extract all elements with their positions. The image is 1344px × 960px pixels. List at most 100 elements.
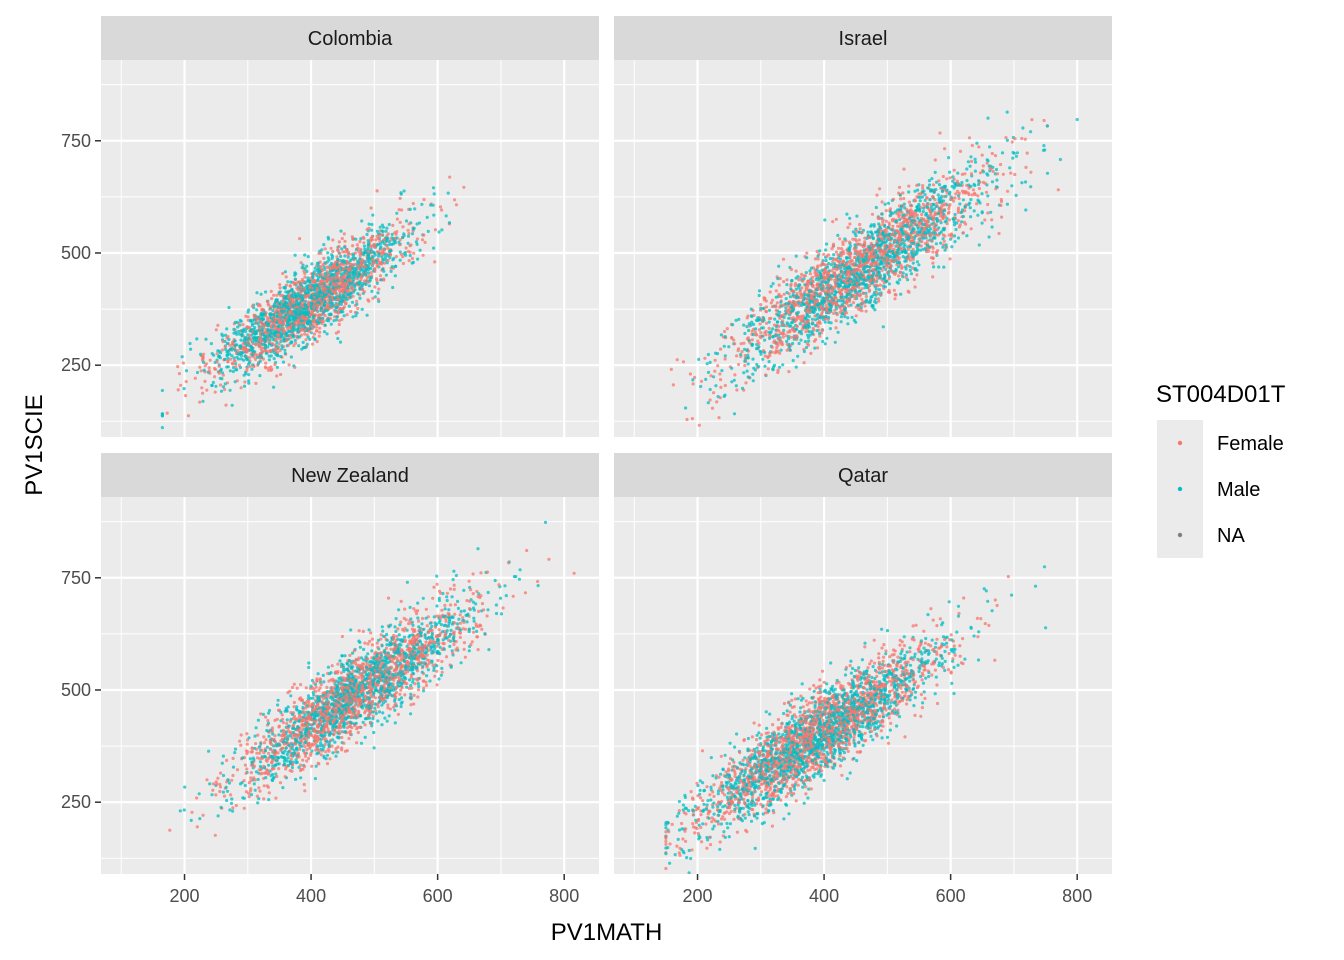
point-male: [341, 259, 345, 263]
point-male: [293, 277, 297, 281]
point-male: [968, 206, 972, 210]
point-female: [241, 342, 245, 346]
facet-strip-label: Colombia: [308, 28, 393, 50]
point-female: [737, 362, 741, 367]
point-female: [671, 383, 676, 387]
point-male: [944, 194, 948, 198]
point-male: [639, 445, 642, 448]
point-male: [325, 285, 329, 289]
point-female: [312, 304, 316, 308]
point-female: [742, 341, 746, 345]
point-female: [844, 300, 848, 304]
point-male: [952, 234, 957, 238]
point-male: [932, 207, 937, 211]
point-male: [742, 347, 747, 351]
point-male: [283, 351, 287, 355]
point-female: [200, 386, 204, 390]
point-female: [201, 391, 205, 395]
point-female: [948, 176, 952, 180]
point-female: [356, 264, 360, 268]
point-female: [410, 256, 414, 260]
point-female: [834, 326, 838, 330]
point-female: [813, 257, 818, 261]
point-female: [805, 297, 809, 301]
point-female: [421, 253, 425, 257]
point-female: [735, 354, 739, 358]
point-male: [899, 292, 903, 296]
point-male: [936, 193, 940, 197]
point-male: [297, 344, 301, 348]
point-female: [782, 292, 786, 296]
point-male: [829, 274, 834, 278]
point-male: [292, 318, 296, 322]
point-female: [321, 263, 325, 267]
point-female: [335, 303, 339, 307]
point-male: [908, 265, 912, 269]
point-female: [764, 305, 769, 309]
point-female: [337, 319, 342, 323]
point-male: [264, 335, 268, 339]
point-male: [737, 317, 741, 321]
point-female: [245, 325, 249, 329]
facet-strip-label: Israel: [839, 28, 888, 50]
point-male: [271, 308, 275, 313]
point-male: [230, 354, 234, 358]
point-female: [753, 330, 757, 334]
point-female: [800, 327, 805, 331]
point-male: [860, 281, 864, 285]
point-male: [922, 236, 926, 240]
point-male: [784, 306, 788, 310]
point-male: [429, 203, 433, 207]
point-male: [927, 216, 931, 220]
point-female: [340, 278, 344, 283]
point-male: [332, 286, 336, 290]
point-female: [810, 275, 815, 279]
point-male: [288, 289, 292, 293]
point-female: [832, 311, 836, 315]
point-male: [750, 314, 754, 318]
point-female: [853, 237, 857, 241]
point-male: [357, 261, 361, 266]
point-female: [840, 293, 844, 297]
point-male: [803, 317, 807, 321]
point-female: [398, 196, 402, 200]
point-female: [422, 233, 426, 237]
point-male: [864, 278, 868, 282]
point-female: [406, 249, 411, 254]
point-male: [386, 236, 390, 240]
point-male: [253, 318, 257, 322]
point-male: [275, 340, 279, 344]
point-female: [307, 303, 311, 307]
point-male: [941, 245, 945, 249]
point-male: [440, 228, 444, 232]
point-female: [857, 238, 861, 242]
point-female: [718, 372, 722, 376]
point-female: [858, 259, 862, 264]
point-male: [911, 261, 915, 265]
point-male: [305, 269, 309, 273]
point-female: [250, 304, 254, 308]
point-female: [901, 191, 905, 195]
point-female: [246, 318, 250, 322]
point-female: [899, 197, 903, 201]
point-male: [366, 259, 370, 263]
point-male: [364, 282, 368, 287]
point-female: [969, 227, 973, 231]
point-male: [322, 330, 327, 334]
point-female: [851, 301, 856, 305]
point-male: [839, 315, 844, 319]
point-male: [813, 346, 817, 350]
point-male: [280, 334, 284, 338]
point-male: [745, 369, 749, 373]
point-female: [277, 328, 281, 332]
point-female: [857, 285, 861, 289]
point-male: [298, 335, 302, 339]
point-male: [331, 273, 335, 277]
point-male: [833, 340, 837, 344]
point-male: [882, 240, 886, 245]
point-female: [314, 325, 318, 329]
point-female: [909, 214, 913, 218]
point-female: [904, 213, 909, 217]
point-female: [337, 244, 341, 249]
point-female: [920, 240, 924, 244]
